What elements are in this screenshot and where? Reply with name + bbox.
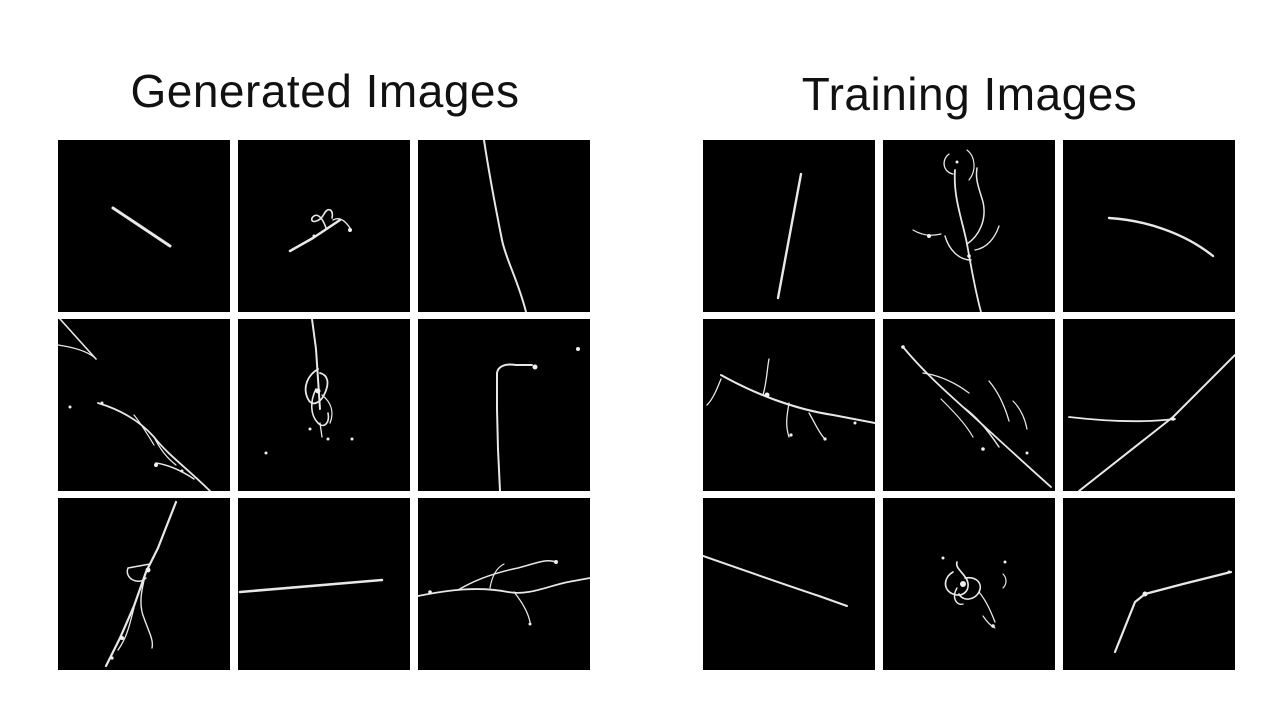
generated-image-2 [238,140,410,312]
training-image-3 [1063,140,1235,312]
training-image-9 [1063,498,1235,670]
training-image-1 [703,140,875,312]
generated-image-7 [58,498,230,670]
training-image-8 [883,498,1055,670]
generated-image-5 [238,319,410,491]
generated-image-1 [58,140,230,312]
generated-image-8 [238,498,410,670]
generated-image-9 [418,498,590,670]
training-images-grid [703,140,1235,670]
generated-images-title: Generated Images [130,65,520,117]
generated-images-grid [58,140,590,670]
generated-image-3 [418,140,590,312]
training-image-2 [883,140,1055,312]
training-image-7 [703,498,875,670]
generated-image-6 [418,319,590,491]
training-image-5 [883,319,1055,491]
training-images-title: Training Images [801,68,1138,120]
generated-image-4 [58,319,230,491]
training-image-4 [703,319,875,491]
training-image-6 [1063,319,1235,491]
